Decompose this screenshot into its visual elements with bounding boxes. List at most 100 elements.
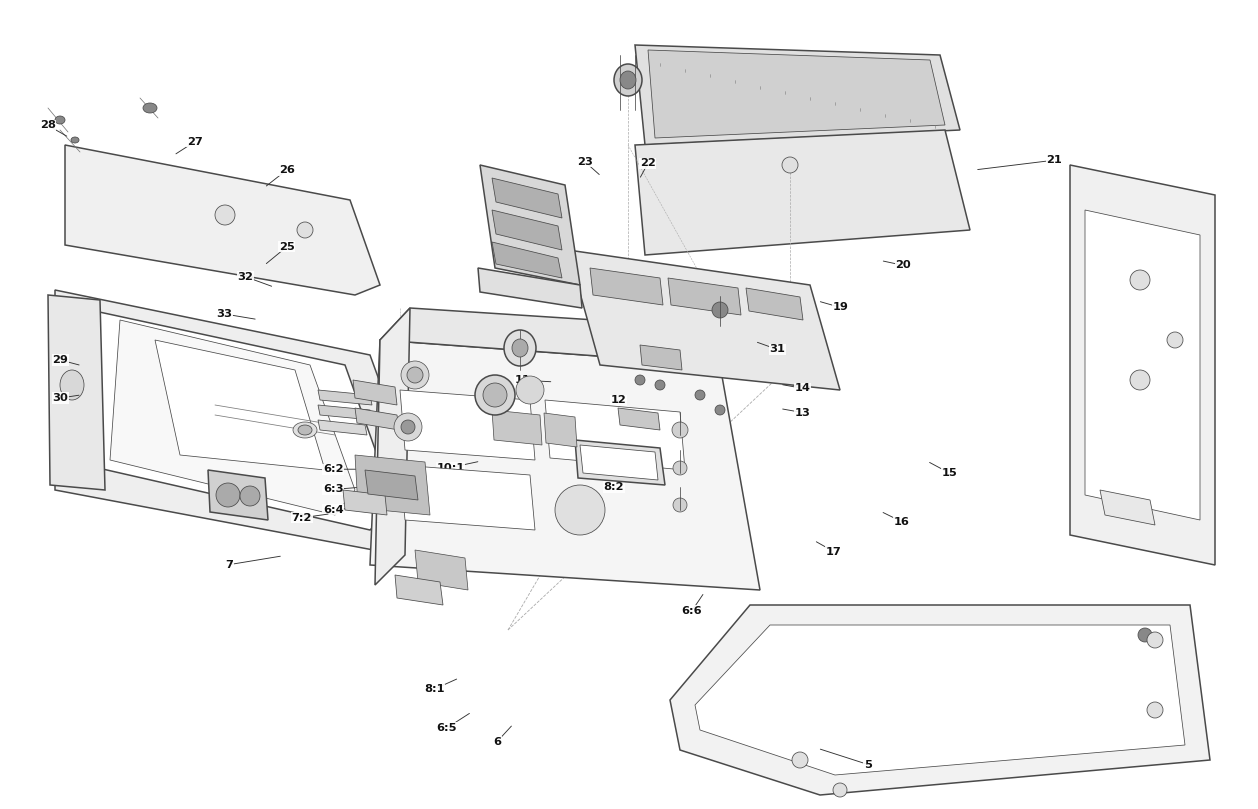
Polygon shape	[492, 178, 562, 218]
Ellipse shape	[715, 405, 725, 415]
Polygon shape	[640, 345, 682, 370]
Polygon shape	[155, 340, 325, 470]
Polygon shape	[375, 308, 410, 585]
Text: 32: 32	[238, 272, 253, 282]
Ellipse shape	[782, 157, 798, 173]
Ellipse shape	[401, 420, 415, 434]
Ellipse shape	[408, 367, 423, 383]
Ellipse shape	[1147, 632, 1162, 648]
Ellipse shape	[401, 361, 429, 389]
Ellipse shape	[298, 425, 312, 435]
Polygon shape	[1099, 490, 1155, 525]
Ellipse shape	[1130, 370, 1150, 390]
Text: 15: 15	[942, 468, 957, 478]
Ellipse shape	[216, 483, 240, 507]
Polygon shape	[400, 465, 535, 530]
Text: 7:3: 7:3	[405, 426, 425, 435]
Polygon shape	[618, 408, 660, 430]
Ellipse shape	[476, 375, 515, 415]
Text: 7:4: 7:4	[405, 396, 425, 405]
Text: 10:1: 10:1	[437, 463, 464, 472]
Polygon shape	[543, 413, 577, 447]
Ellipse shape	[70, 137, 79, 143]
Ellipse shape	[614, 64, 642, 96]
Ellipse shape	[673, 498, 687, 512]
Text: 18: 18	[515, 234, 530, 244]
Text: 6: 6	[493, 737, 501, 747]
Polygon shape	[481, 165, 580, 285]
Polygon shape	[355, 408, 399, 430]
Ellipse shape	[694, 390, 704, 400]
Polygon shape	[545, 400, 686, 470]
Polygon shape	[343, 490, 387, 515]
Text: 20: 20	[896, 260, 911, 270]
Ellipse shape	[620, 71, 637, 89]
Polygon shape	[635, 45, 960, 145]
Text: 14: 14	[795, 383, 810, 393]
Polygon shape	[48, 295, 104, 490]
Text: 33: 33	[216, 309, 231, 319]
Polygon shape	[746, 288, 803, 320]
Polygon shape	[1071, 165, 1215, 565]
Polygon shape	[1084, 210, 1200, 520]
Polygon shape	[395, 575, 443, 605]
Text: 11: 11	[515, 375, 530, 385]
Polygon shape	[109, 320, 355, 515]
Text: 30: 30	[53, 393, 68, 403]
Text: 17: 17	[827, 547, 842, 557]
Text: 23: 23	[577, 157, 593, 167]
Polygon shape	[355, 455, 430, 515]
Text: 19: 19	[833, 303, 848, 312]
Polygon shape	[648, 50, 945, 138]
Ellipse shape	[833, 783, 847, 797]
Text: 5: 5	[864, 760, 872, 769]
Text: 16: 16	[894, 517, 910, 527]
Ellipse shape	[215, 205, 235, 225]
Text: 9: 9	[491, 448, 498, 458]
Polygon shape	[694, 625, 1185, 775]
Text: 6:2: 6:2	[323, 464, 343, 474]
Polygon shape	[671, 605, 1210, 795]
Text: 28: 28	[40, 121, 55, 130]
Text: 6:5: 6:5	[437, 723, 457, 733]
Ellipse shape	[673, 461, 687, 475]
Polygon shape	[365, 470, 418, 500]
Text: 26: 26	[279, 165, 294, 175]
Text: 22: 22	[640, 159, 655, 168]
Polygon shape	[400, 390, 535, 460]
Text: 21: 21	[1047, 155, 1062, 165]
Text: 6:4: 6:4	[323, 505, 343, 515]
Text: 27: 27	[187, 137, 203, 146]
Text: 24: 24	[515, 207, 530, 217]
Polygon shape	[86, 310, 395, 530]
Ellipse shape	[793, 752, 808, 768]
Ellipse shape	[504, 330, 536, 366]
Polygon shape	[318, 405, 372, 420]
Ellipse shape	[55, 116, 65, 124]
Ellipse shape	[1167, 332, 1183, 348]
Polygon shape	[492, 242, 562, 278]
Text: 25: 25	[279, 242, 294, 252]
Text: 7: 7	[225, 560, 233, 570]
Polygon shape	[492, 210, 562, 250]
Polygon shape	[353, 380, 398, 405]
Polygon shape	[370, 340, 760, 590]
Polygon shape	[575, 440, 665, 485]
Text: 10: 10	[665, 448, 681, 458]
Ellipse shape	[240, 486, 260, 506]
Ellipse shape	[555, 485, 605, 535]
Ellipse shape	[293, 422, 317, 438]
Text: 13: 13	[795, 408, 810, 417]
Text: 6:6: 6:6	[682, 606, 702, 616]
Ellipse shape	[516, 376, 543, 404]
Text: 8:1: 8:1	[424, 684, 444, 694]
Polygon shape	[492, 410, 542, 445]
Text: 6:3: 6:3	[323, 485, 343, 494]
Polygon shape	[318, 390, 372, 405]
Ellipse shape	[512, 339, 528, 357]
Ellipse shape	[297, 222, 313, 238]
Ellipse shape	[1130, 270, 1150, 290]
Polygon shape	[415, 550, 468, 590]
Polygon shape	[318, 420, 367, 435]
Ellipse shape	[60, 370, 84, 400]
